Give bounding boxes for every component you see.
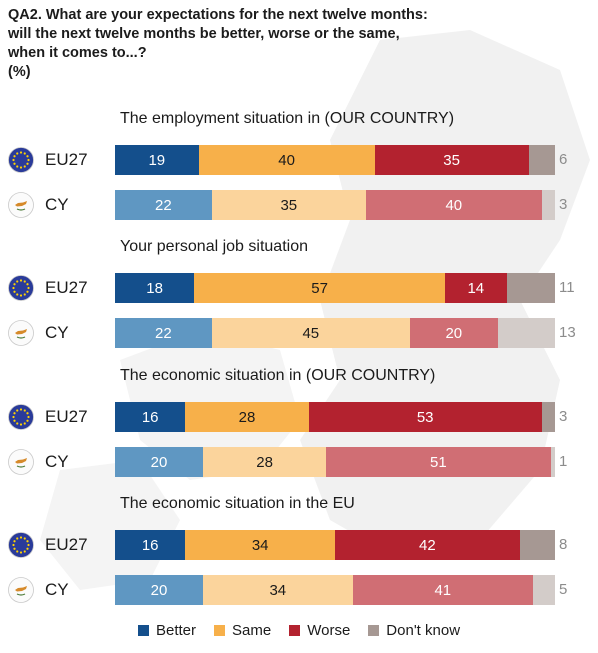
stacked-bar: 16 34 42 — [115, 530, 555, 560]
bar-segment-worse: 42 — [335, 530, 520, 560]
row-label: EU27 — [45, 535, 88, 554]
legend-swatch-better — [138, 625, 149, 636]
legend-item-dontknow: Don't know — [368, 622, 460, 639]
bar-segment-better: 22 — [115, 190, 212, 220]
eu-flag-icon — [8, 404, 34, 430]
legend-swatch-dontknow — [368, 625, 380, 636]
bar-segment-same: 34 — [185, 530, 335, 560]
cyprus-flag-icon — [8, 577, 34, 603]
bar-segment-dontknow — [541, 402, 555, 432]
group-title: The economic situation in (OUR COUNTRY) — [120, 367, 436, 384]
bar-segment-dontknow — [550, 447, 555, 477]
bar-segment-better: 20 — [115, 447, 203, 477]
dont-know-value-label: 5 — [559, 581, 568, 598]
bar-segment-same: 34 — [203, 575, 353, 605]
stacked-bar: 19 40 35 — [115, 145, 555, 175]
question-line-1: QA2. What are your expectations for the … — [8, 7, 428, 23]
group-title: The economic situation in the EU — [120, 495, 355, 512]
cyprus-flag-icon — [8, 320, 34, 346]
question-header: QA2. What are your expectations for the … — [8, 6, 588, 82]
bar-segment-same: 28 — [203, 447, 327, 477]
dont-know-value-label: 3 — [559, 196, 568, 213]
bar-segment-worse: 51 — [326, 447, 551, 477]
group-title: Your personal job situation — [120, 238, 308, 255]
bar-segment-dontknow — [541, 190, 555, 220]
cyprus-flag-icon — [8, 192, 34, 218]
legend-label-worse: Worse — [307, 622, 351, 639]
eu-flag-icon — [8, 147, 34, 173]
eu-flag-icon — [8, 532, 34, 558]
dont-know-value-label: 11 — [559, 279, 575, 296]
cyprus-flag-icon — [8, 449, 34, 475]
dont-know-value-label: 13 — [559, 324, 576, 341]
legend-swatch-same — [214, 625, 226, 636]
stacked-bar: 16 28 53 — [115, 402, 555, 432]
unit-label: (%) — [8, 64, 31, 80]
stacked-bar: 18 57 14 — [115, 273, 555, 303]
stacked-bar: 20 34 41 — [115, 575, 555, 605]
bar-segment-same: 57 — [194, 273, 445, 303]
row-label: EU27 — [45, 278, 88, 297]
row-label: CY — [45, 452, 69, 471]
bar-segment-better: 18 — [115, 273, 195, 303]
question-line-3: when it comes to...? — [8, 45, 147, 61]
legend-swatch-worse — [289, 625, 301, 636]
chart-legend: Better Same Worse Don't know — [138, 622, 460, 639]
bar-segment-same: 45 — [211, 318, 410, 348]
dont-know-value-label: 3 — [559, 408, 568, 425]
bar-segment-same: 40 — [198, 145, 375, 175]
stacked-bar: 22 45 20 — [115, 318, 555, 348]
bar-segment-worse: 41 — [352, 575, 533, 605]
legend-label-better: Better — [156, 622, 197, 639]
bar-segment-worse: 40 — [365, 190, 542, 220]
row-label: CY — [45, 323, 69, 342]
eu-flag-icon — [8, 275, 34, 301]
bar-segment-better: 16 — [115, 402, 186, 432]
question-line-2: will the next twelve months be better, w… — [8, 26, 400, 42]
bar-segment-same: 35 — [211, 190, 366, 220]
row-label: CY — [45, 580, 69, 599]
row-label: EU27 — [45, 150, 88, 169]
legend-item-better: Better — [138, 622, 196, 639]
bar-segment-better: 16 — [115, 530, 186, 560]
bar-segment-dontknow — [497, 318, 555, 348]
bar-segment-dontknow — [519, 530, 555, 560]
dont-know-value-label: 1 — [559, 453, 568, 470]
row-label: CY — [45, 195, 69, 214]
legend-item-worse: Worse — [289, 622, 350, 639]
dont-know-value-label: 8 — [559, 536, 568, 553]
row-label: EU27 — [45, 407, 88, 426]
bar-segment-dontknow — [528, 145, 555, 175]
bar-segment-better: 20 — [115, 575, 203, 605]
group-title: The employment situation in (OUR COUNTRY… — [120, 110, 455, 127]
legend-label-same: Same — [232, 622, 272, 639]
stacked-bar: 20 28 51 — [115, 447, 555, 477]
bar-segment-worse: 14 — [445, 273, 507, 303]
bar-segment-better: 19 — [115, 145, 199, 175]
bar-segment-dontknow — [533, 575, 555, 605]
dont-know-value-label: 6 — [559, 151, 568, 168]
bar-segment-better: 22 — [115, 318, 212, 348]
bar-segment-worse: 35 — [374, 145, 529, 175]
bar-segment-worse: 20 — [409, 318, 498, 348]
bar-segment-dontknow — [506, 273, 555, 303]
bar-segment-same: 28 — [185, 402, 309, 432]
legend-label-dontknow: Don't know — [386, 622, 461, 639]
stacked-bar: 22 35 40 — [115, 190, 555, 220]
legend-item-same: Same — [214, 622, 271, 639]
bar-segment-worse: 53 — [308, 402, 542, 432]
